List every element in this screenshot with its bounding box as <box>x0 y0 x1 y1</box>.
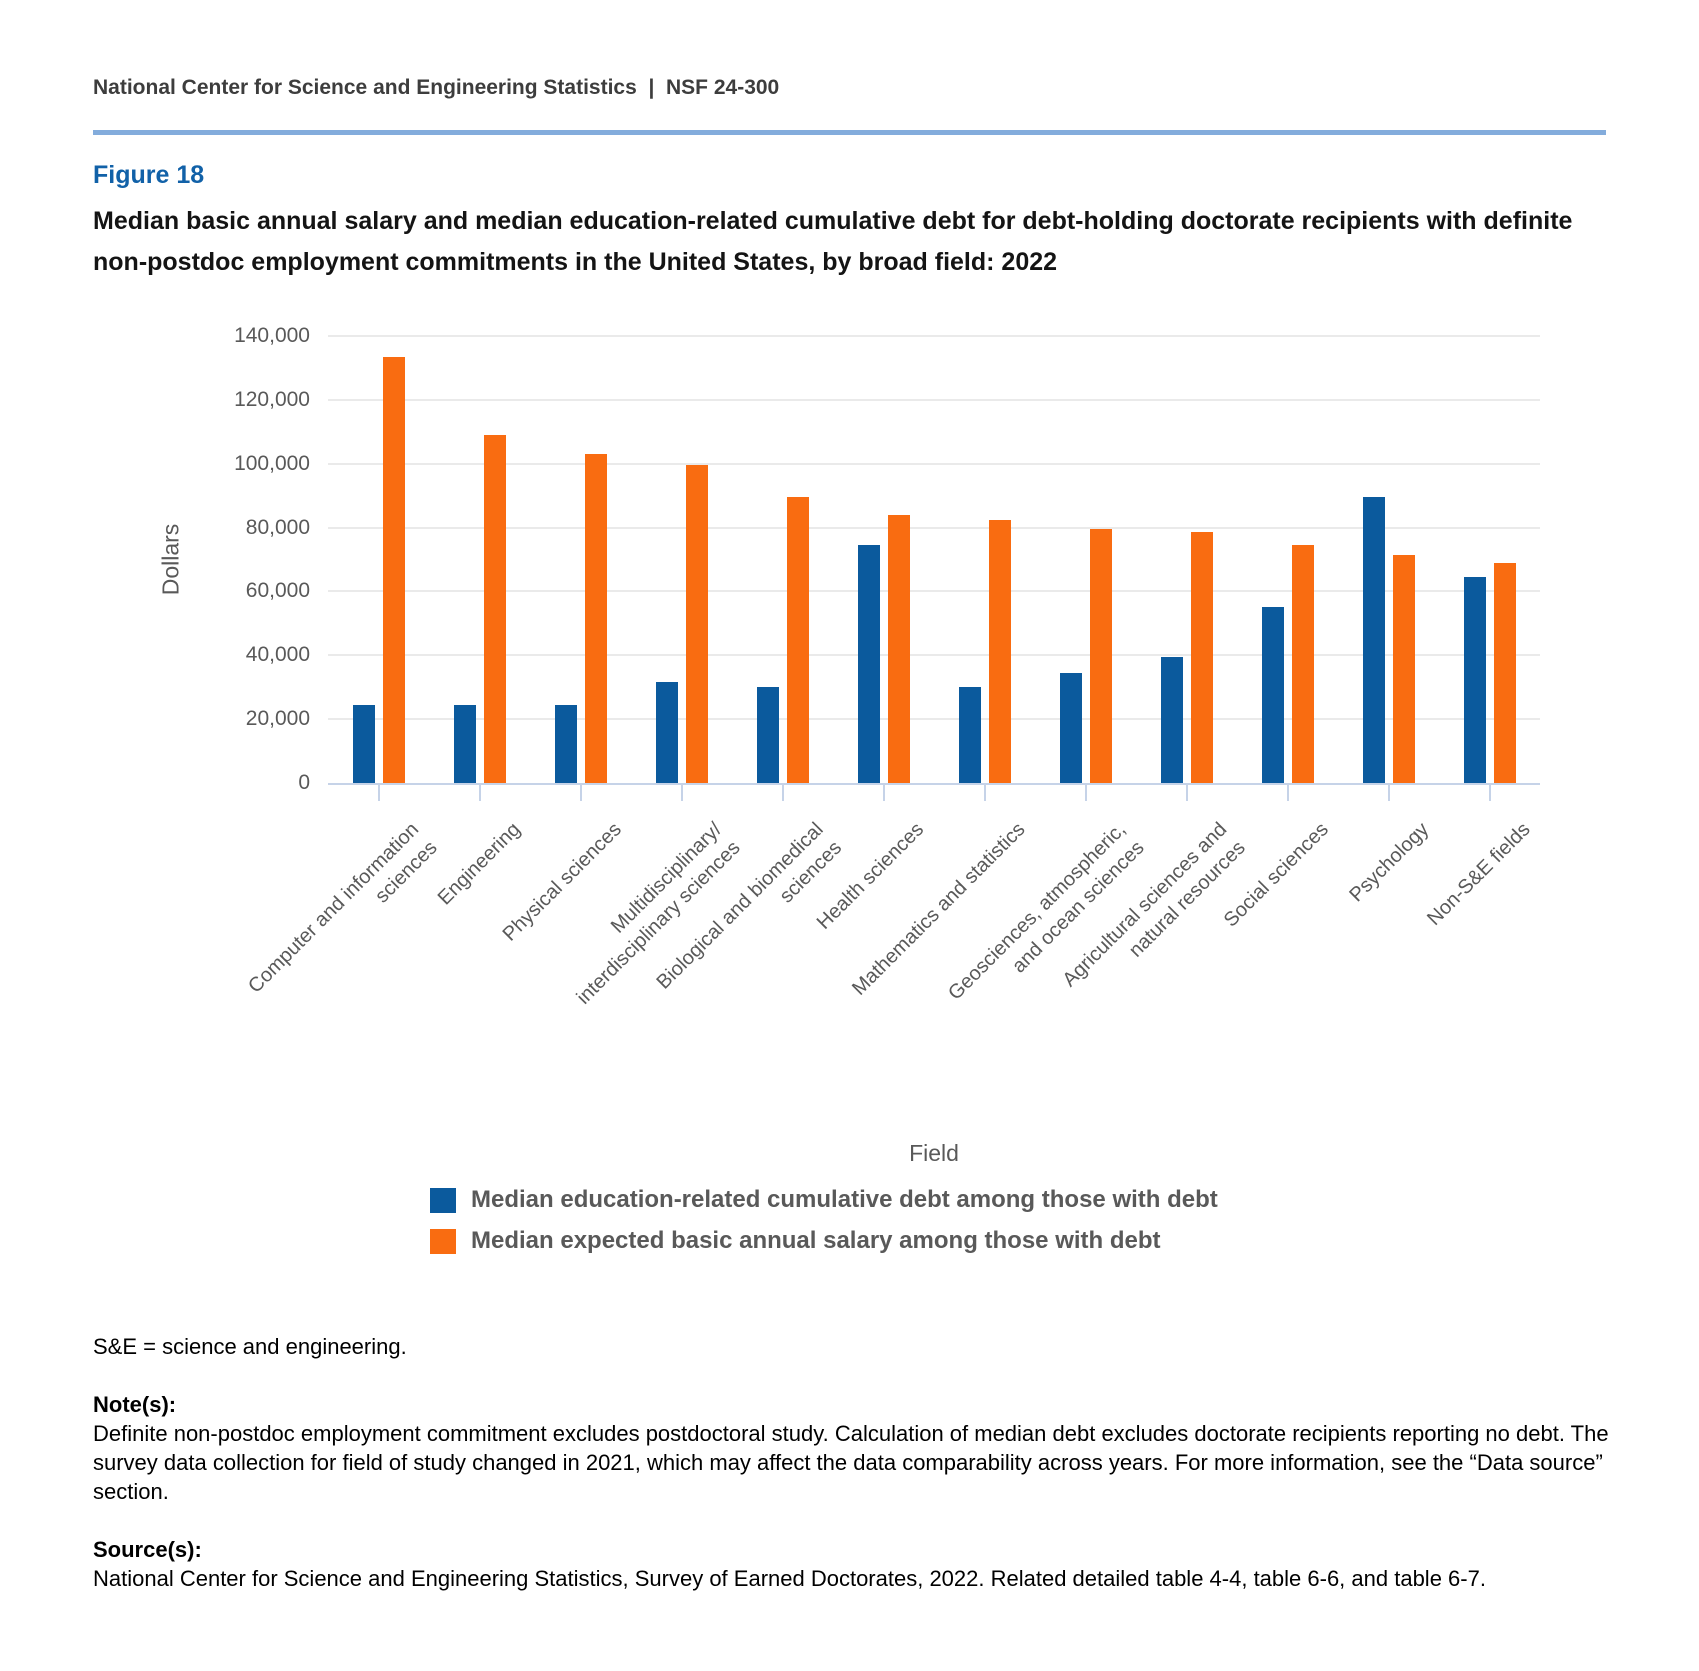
gridline <box>328 590 1540 593</box>
x-axis-tick <box>882 783 885 801</box>
x-axis-title: Field <box>909 1140 959 1166</box>
debt-bar <box>352 704 375 783</box>
sources-label: Source(s): <box>93 1537 202 1562</box>
gridline <box>328 718 1540 721</box>
debt-bar <box>756 687 779 783</box>
figure-title: Median basic annual salary and median ed… <box>93 207 1573 276</box>
salary-bar <box>1089 529 1112 783</box>
gridline <box>328 462 1540 465</box>
legend-label-salary: Median expected basic annual salary amon… <box>471 1227 1161 1254</box>
debt-bar <box>857 545 880 783</box>
x-axis-tick <box>781 783 784 801</box>
y-tick-label: 0 <box>298 771 310 794</box>
salary-bar <box>988 519 1011 783</box>
sources-text: National Center for Science and Engineer… <box>93 1566 1486 1591</box>
salary-bar <box>887 514 910 783</box>
footnotes: S&E = science and engineering. Note(s): … <box>93 1332 1621 1593</box>
salary-swatch <box>430 1228 456 1254</box>
x-category-label-text: Computer and information sciences <box>244 818 442 998</box>
abbreviation-note: S&E = science and engineering. <box>93 1334 407 1359</box>
debt-bar <box>1059 672 1082 783</box>
gridline <box>328 654 1540 657</box>
salary-bar <box>1392 554 1415 783</box>
salary-bar <box>786 497 809 783</box>
debt-bar <box>453 704 476 783</box>
x-category-label-text: Social sciences <box>1219 818 1333 932</box>
x-axis-tick <box>1084 783 1087 801</box>
x-axis-tick <box>1185 783 1188 801</box>
salary-bar <box>1291 545 1314 783</box>
y-tick-label: 140,000 <box>234 324 310 347</box>
page-header: National Center for Science and Engineer… <box>93 76 780 99</box>
salary-bar <box>483 434 506 783</box>
x-axis-tick <box>680 783 683 801</box>
gridline <box>328 398 1540 401</box>
debt-bar <box>958 687 981 783</box>
x-category-label-text: Psychology <box>1345 818 1434 907</box>
debt-bar <box>1463 577 1486 783</box>
notes-text: Definite non-postdoc employment commitme… <box>93 1421 1609 1504</box>
y-tick-label: 60,000 <box>245 579 310 603</box>
x-axis-tick <box>1488 783 1491 801</box>
y-tick-label: 120,000 <box>234 387 310 411</box>
header-rule <box>93 130 1606 135</box>
salary-bar <box>1493 562 1516 783</box>
salary-bar <box>1190 532 1213 783</box>
x-axis-tick <box>478 783 481 801</box>
x-axis-tick <box>1286 783 1289 801</box>
debt-bar <box>1362 497 1385 783</box>
debt-swatch <box>430 1187 456 1213</box>
y-tick-label: 40,000 <box>245 643 310 667</box>
gridline <box>328 335 1540 337</box>
y-tick-label: 20,000 <box>245 707 310 731</box>
plot-area: 0 20,000 40,000 60,000 80,000 100,000 120,000 1… <box>234 324 1540 1009</box>
x-axis-tick <box>983 783 986 801</box>
debt-bar <box>1160 656 1183 783</box>
legend-label-debt: Median education-related cumulative debt… <box>471 1186 1218 1213</box>
salary-bar <box>685 465 708 783</box>
x-category-label-text: Engineering <box>433 818 525 910</box>
x-axis-tick <box>377 783 380 801</box>
x-axis-tick <box>1387 783 1390 801</box>
figure-label: Figure 18 <box>93 161 205 189</box>
gridline <box>328 526 1540 529</box>
legend: Median education-related cumulative debt… <box>430 1186 1218 1268</box>
x-category-label-text: Non-S&E fields <box>1423 818 1535 930</box>
notes-label: Note(s): <box>93 1392 177 1417</box>
legend-item-debt: Median education-related cumulative debt… <box>430 1186 1218 1214</box>
x-axis-tick <box>579 783 582 801</box>
y-tick-label: 80,000 <box>245 515 310 539</box>
salary-bar <box>584 454 607 783</box>
salary-bar <box>382 356 405 783</box>
debt-bar <box>554 704 577 783</box>
debt-bar <box>1261 607 1284 783</box>
y-tick-label: 100,000 <box>234 451 310 475</box>
legend-item-salary: Median expected basic annual salary amon… <box>430 1227 1218 1255</box>
debt-bar <box>655 682 678 783</box>
